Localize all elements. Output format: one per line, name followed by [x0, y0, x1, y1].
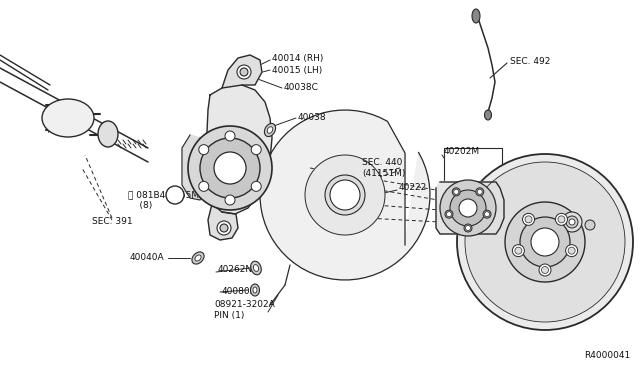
Polygon shape — [182, 135, 206, 200]
Circle shape — [525, 216, 532, 223]
Circle shape — [252, 182, 261, 191]
Circle shape — [558, 216, 565, 223]
Circle shape — [522, 214, 534, 225]
Circle shape — [556, 214, 568, 225]
Ellipse shape — [250, 284, 259, 296]
Circle shape — [225, 131, 235, 141]
Ellipse shape — [264, 124, 276, 137]
Circle shape — [465, 162, 625, 322]
Circle shape — [166, 186, 184, 204]
Circle shape — [539, 264, 551, 276]
Text: 40202M: 40202M — [444, 148, 480, 157]
Circle shape — [445, 210, 453, 218]
Text: 40266: 40266 — [568, 218, 596, 227]
Polygon shape — [222, 55, 262, 88]
Circle shape — [476, 188, 484, 196]
Circle shape — [484, 212, 490, 217]
Circle shape — [454, 189, 459, 194]
Ellipse shape — [192, 252, 204, 264]
Text: 40262N: 40262N — [218, 266, 253, 275]
Text: 40038C: 40038C — [284, 83, 319, 93]
Circle shape — [225, 195, 235, 205]
Ellipse shape — [251, 261, 261, 275]
Circle shape — [450, 190, 486, 226]
Circle shape — [568, 247, 575, 254]
Circle shape — [200, 138, 260, 198]
Circle shape — [252, 145, 261, 155]
Ellipse shape — [325, 175, 365, 215]
Circle shape — [199, 182, 209, 191]
Text: 40207: 40207 — [470, 203, 499, 212]
Text: 40038: 40038 — [298, 113, 326, 122]
Polygon shape — [204, 85, 272, 214]
Text: SEC. 391: SEC. 391 — [92, 218, 132, 227]
Circle shape — [459, 199, 477, 217]
Circle shape — [440, 180, 496, 236]
Text: 40262A: 40262A — [583, 199, 618, 208]
Ellipse shape — [98, 121, 118, 147]
Circle shape — [457, 154, 633, 330]
Circle shape — [240, 68, 248, 76]
Ellipse shape — [484, 110, 492, 120]
Circle shape — [505, 202, 585, 282]
Circle shape — [199, 145, 209, 155]
Circle shape — [483, 210, 491, 218]
Ellipse shape — [42, 99, 94, 137]
Circle shape — [330, 180, 360, 210]
Ellipse shape — [305, 155, 385, 235]
Circle shape — [566, 245, 578, 257]
Circle shape — [452, 188, 460, 196]
Ellipse shape — [253, 287, 257, 293]
Circle shape — [531, 228, 559, 256]
Polygon shape — [436, 182, 504, 234]
Text: 40262: 40262 — [558, 244, 586, 253]
Text: B: B — [172, 190, 177, 199]
Text: R4000041: R4000041 — [584, 350, 630, 359]
Circle shape — [541, 266, 548, 273]
Text: Ⓑ 081B4-2355M
    (8): Ⓑ 081B4-2355M (8) — [128, 190, 199, 210]
Circle shape — [513, 245, 524, 257]
Circle shape — [562, 212, 582, 232]
Circle shape — [585, 220, 595, 230]
Text: 40222: 40222 — [399, 183, 428, 192]
Circle shape — [447, 212, 451, 217]
Ellipse shape — [268, 127, 273, 133]
Text: 40080B: 40080B — [222, 286, 257, 295]
Polygon shape — [208, 204, 238, 240]
Circle shape — [464, 224, 472, 232]
Text: 40040A: 40040A — [130, 253, 164, 263]
Text: SEC. 492: SEC. 492 — [510, 58, 550, 67]
Ellipse shape — [472, 9, 480, 23]
Text: 08921-3202A
PIN (1): 08921-3202A PIN (1) — [214, 300, 275, 320]
Text: 40014 (RH): 40014 (RH) — [272, 54, 323, 62]
Polygon shape — [260, 110, 430, 280]
Text: 40015 (LH): 40015 (LH) — [272, 65, 323, 74]
Circle shape — [220, 224, 228, 232]
Circle shape — [566, 216, 578, 228]
Circle shape — [477, 189, 483, 194]
Ellipse shape — [253, 264, 259, 272]
Circle shape — [515, 247, 522, 254]
Circle shape — [188, 126, 272, 210]
Circle shape — [237, 65, 251, 79]
Circle shape — [520, 217, 570, 267]
Ellipse shape — [195, 255, 201, 261]
Circle shape — [465, 225, 470, 231]
Circle shape — [214, 152, 246, 184]
Circle shape — [569, 219, 575, 225]
Circle shape — [217, 221, 231, 235]
Text: SEC. 440
(41151M): SEC. 440 (41151M) — [362, 158, 405, 178]
